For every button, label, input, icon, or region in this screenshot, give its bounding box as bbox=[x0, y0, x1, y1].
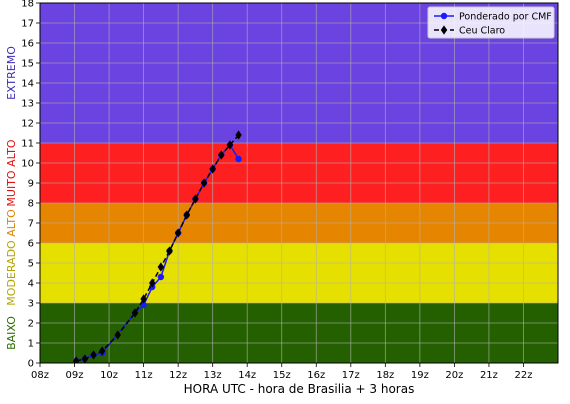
data-point bbox=[218, 150, 225, 160]
x-tick-label: 11z bbox=[135, 370, 153, 381]
axes: 08z 09z 10z 11z 12z 13z 14z 15z 16z 17z 18z 19z 20z 2… bbox=[21, 0, 532, 381]
x-tick-label: 17z bbox=[342, 370, 360, 381]
risk-bands bbox=[40, 3, 558, 363]
band-muito-alto bbox=[40, 143, 558, 203]
data-point bbox=[166, 246, 173, 256]
data-point bbox=[200, 178, 208, 188]
band-moderado bbox=[40, 243, 558, 303]
data-point bbox=[140, 294, 147, 304]
x-tick-label: 16z bbox=[307, 370, 325, 381]
data-point bbox=[81, 354, 89, 363]
y-tick-label: 8 bbox=[28, 199, 34, 210]
series-ceu-claro bbox=[73, 130, 242, 363]
y-tick-label: 17 bbox=[21, 19, 34, 30]
legend-label: Ceu Claro bbox=[459, 26, 505, 37]
y-tick-label: 0 bbox=[28, 359, 34, 370]
legend-label: Ponderado por CMF bbox=[459, 12, 552, 23]
data-point bbox=[98, 346, 106, 356]
data-point bbox=[235, 130, 242, 140]
x-axis-title: HORA UTC - hora de Brasilia + 3 horas bbox=[184, 382, 415, 396]
x-tick-label: 19z bbox=[411, 370, 429, 381]
x-tick-label: 21z bbox=[480, 370, 498, 381]
x-tick-label: 14z bbox=[238, 370, 256, 381]
y-tick-label: 16 bbox=[21, 39, 34, 50]
legend: Ponderado por CMF Ceu Claro bbox=[427, 6, 555, 39]
x-tick-label: 08z bbox=[31, 370, 49, 381]
series-layer bbox=[73, 130, 242, 363]
data-point bbox=[140, 301, 147, 309]
data-point bbox=[131, 308, 139, 318]
y-tick-label: 14 bbox=[21, 79, 34, 90]
y-tick-label: 12 bbox=[21, 119, 34, 130]
data-point bbox=[149, 278, 156, 288]
x-tick-label: 09z bbox=[66, 370, 84, 381]
y-tick-label: 6 bbox=[28, 239, 34, 250]
y-tick-label: 1 bbox=[28, 339, 34, 350]
legend-box bbox=[427, 6, 555, 39]
data-point bbox=[114, 330, 121, 340]
y-tick-label: 9 bbox=[28, 179, 34, 190]
data-point bbox=[183, 210, 190, 220]
y-tick-label: 10 bbox=[21, 159, 34, 170]
data-point bbox=[235, 155, 242, 163]
x-tick-label: 12z bbox=[169, 370, 187, 381]
x-tick-label: 10z bbox=[100, 370, 118, 381]
band-labels: BAIXO MODERADO ALTO MUITO ALTO EXTREMO bbox=[5, 46, 18, 350]
data-point bbox=[73, 356, 80, 363]
band-label-baixo: BAIXO bbox=[5, 316, 18, 350]
data-point bbox=[209, 164, 216, 174]
x-tick-label: 20z bbox=[445, 370, 463, 381]
data-point bbox=[157, 262, 165, 272]
y-tick-label: 2 bbox=[28, 319, 34, 330]
y-tick-label: 7 bbox=[28, 219, 34, 230]
data-point bbox=[226, 140, 234, 150]
data-point bbox=[174, 228, 182, 238]
x-tick-label: 15z bbox=[273, 370, 291, 381]
x-tick-label: 13z bbox=[204, 370, 222, 381]
data-point bbox=[157, 273, 165, 281]
x-tick-label: 18z bbox=[376, 370, 394, 381]
legend-marker bbox=[440, 25, 448, 35]
y-tick-label: 5 bbox=[28, 259, 34, 270]
band-baixo bbox=[40, 303, 558, 363]
y-tick-label: 18 bbox=[21, 0, 34, 10]
band-label-moderado: MODERADO bbox=[5, 240, 18, 306]
band-label-extremo: EXTREMO bbox=[5, 46, 18, 100]
band-label-muito-alto: MUITO ALTO bbox=[5, 139, 18, 207]
y-tick-label: 3 bbox=[28, 299, 34, 310]
y-tick-label: 4 bbox=[28, 279, 34, 290]
data-point bbox=[90, 350, 97, 360]
y-tick-label: 11 bbox=[21, 139, 34, 150]
data-point bbox=[192, 194, 199, 204]
y-tick-label: 15 bbox=[21, 59, 34, 70]
band-label-alto: ALTO bbox=[5, 209, 18, 237]
y-tick-label: 13 bbox=[21, 99, 34, 110]
legend-marker bbox=[440, 12, 448, 20]
x-tick-label: 22z bbox=[514, 370, 532, 381]
